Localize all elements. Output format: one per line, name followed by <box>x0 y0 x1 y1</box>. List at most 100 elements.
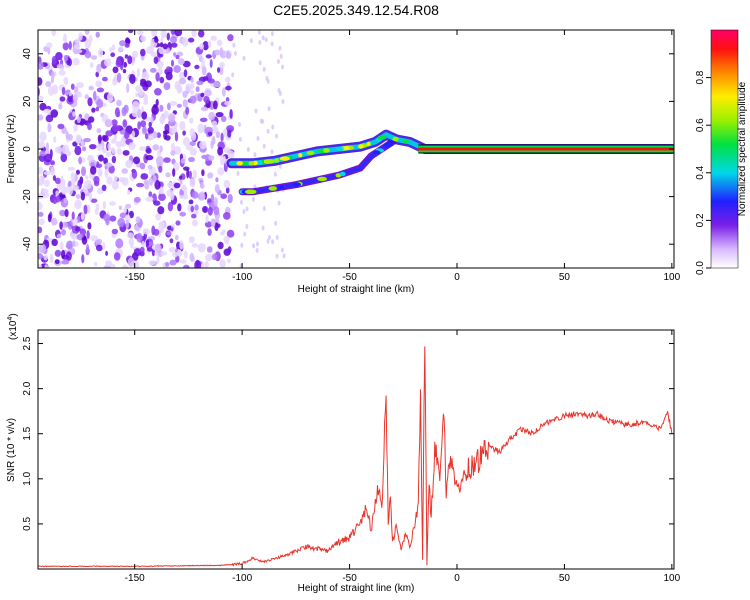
noise-speck <box>268 235 271 240</box>
noise-speck <box>225 97 230 103</box>
noise-speck <box>160 251 168 256</box>
noise-speck <box>155 72 160 82</box>
noise-speck <box>207 228 212 236</box>
noise-speck <box>278 163 282 169</box>
noise-speck <box>261 225 265 231</box>
spectrogram-xtick-label: 0 <box>454 272 460 283</box>
noise-speck <box>152 175 157 183</box>
noise-speck <box>159 115 165 125</box>
noise-speck <box>151 30 158 37</box>
noise-speck <box>152 144 160 151</box>
noise-speck <box>83 204 88 215</box>
noise-speck <box>174 30 183 37</box>
noise-speck <box>189 95 197 104</box>
noise-speck <box>179 179 183 185</box>
snr-xtick-label: 50 <box>559 573 571 584</box>
noise-speck <box>117 217 125 228</box>
snr-x-label: Height of straight line (km) <box>298 583 415 594</box>
noise-speck <box>102 242 106 250</box>
noise-speck <box>159 186 164 195</box>
noise-speck <box>217 146 224 156</box>
snr-xtick-label: -100 <box>232 573 252 584</box>
noise-speck <box>188 236 195 244</box>
noise-speck <box>123 104 129 114</box>
noise-speck <box>214 222 219 232</box>
colorbar-tick-label: 0.2 <box>695 213 706 227</box>
snr-multiplier-close: ) <box>8 313 19 316</box>
main-trace-blob <box>366 141 371 147</box>
noise-speck <box>168 246 176 253</box>
noise-speck <box>183 264 189 268</box>
noise-speck <box>159 76 165 84</box>
noise-speck <box>162 130 170 135</box>
noise-speck <box>197 30 205 38</box>
main-trace-blob <box>402 138 409 144</box>
noise-speck <box>47 123 52 133</box>
noise-speck <box>137 108 142 119</box>
noise-speck <box>38 211 44 217</box>
colorbar-tick-label: 0.8 <box>695 70 706 84</box>
noise-speck <box>265 75 269 81</box>
noise-speck <box>102 76 108 82</box>
noise-speck <box>209 59 213 68</box>
noise-speck <box>112 77 117 86</box>
spectrogram-ytick-label: -40 <box>22 237 33 252</box>
snr-ytick-label: 1.5 <box>22 426 33 440</box>
noise-speck <box>61 259 69 265</box>
noise-speck <box>191 30 197 38</box>
noise-speck <box>169 259 177 266</box>
noise-speck <box>96 187 104 195</box>
noise-speck <box>202 76 209 81</box>
noise-speck <box>141 111 148 120</box>
noise-speck <box>84 175 89 180</box>
noise-speck <box>190 76 194 83</box>
snr-frame <box>37 329 675 570</box>
noise-speck <box>214 184 220 194</box>
noise-speck <box>75 134 82 144</box>
noise-speck <box>277 200 281 206</box>
noise-speck <box>266 128 270 134</box>
spectrogram-xtick-label: -50 <box>342 272 357 283</box>
noise-speck <box>156 132 161 139</box>
noise-speck <box>107 142 111 151</box>
noise-speck <box>74 199 82 210</box>
noise-speck <box>61 186 68 195</box>
noise-speck <box>96 63 102 73</box>
noise-speck <box>187 37 195 43</box>
noise-speck <box>204 261 209 268</box>
noise-speck <box>188 156 195 163</box>
noise-speck <box>44 153 53 163</box>
noise-speck <box>135 85 142 93</box>
noise-speck <box>207 206 213 216</box>
noise-speck <box>179 259 187 264</box>
noise-speck <box>111 119 118 126</box>
noise-speck <box>173 182 181 189</box>
noise-speck <box>65 251 72 261</box>
noise-speck <box>54 146 63 154</box>
noise-speck <box>38 175 45 186</box>
noise-speck <box>135 216 141 224</box>
snr-panel: -150 -100 -50 0 50 100 0.5 1.0 1.5 2.0 2.5 Height… <box>6 313 681 594</box>
noise-speck <box>199 141 207 150</box>
noise-speck <box>257 30 261 35</box>
noise-speck <box>54 259 60 265</box>
main-trace-blob <box>248 161 255 166</box>
noise-speck <box>105 130 114 137</box>
snr-y-label: SNR (10 * v/v) <box>6 418 17 482</box>
noise-speck <box>170 30 176 35</box>
noise-speck <box>168 114 176 123</box>
main-trace-blob <box>343 145 350 151</box>
noise-speck <box>178 78 187 85</box>
noise-speck <box>88 116 95 123</box>
noise-speck <box>72 111 76 117</box>
noise-speck <box>38 95 44 101</box>
noise-speck <box>68 91 73 97</box>
noise-speck <box>186 168 190 179</box>
noise-speck <box>197 192 206 201</box>
noise-speck <box>122 150 130 156</box>
main-trace-blob <box>236 161 243 166</box>
noise-speck <box>90 166 97 175</box>
noise-speck <box>121 168 128 175</box>
noise-speck <box>174 81 181 91</box>
noise-speck <box>96 143 104 151</box>
